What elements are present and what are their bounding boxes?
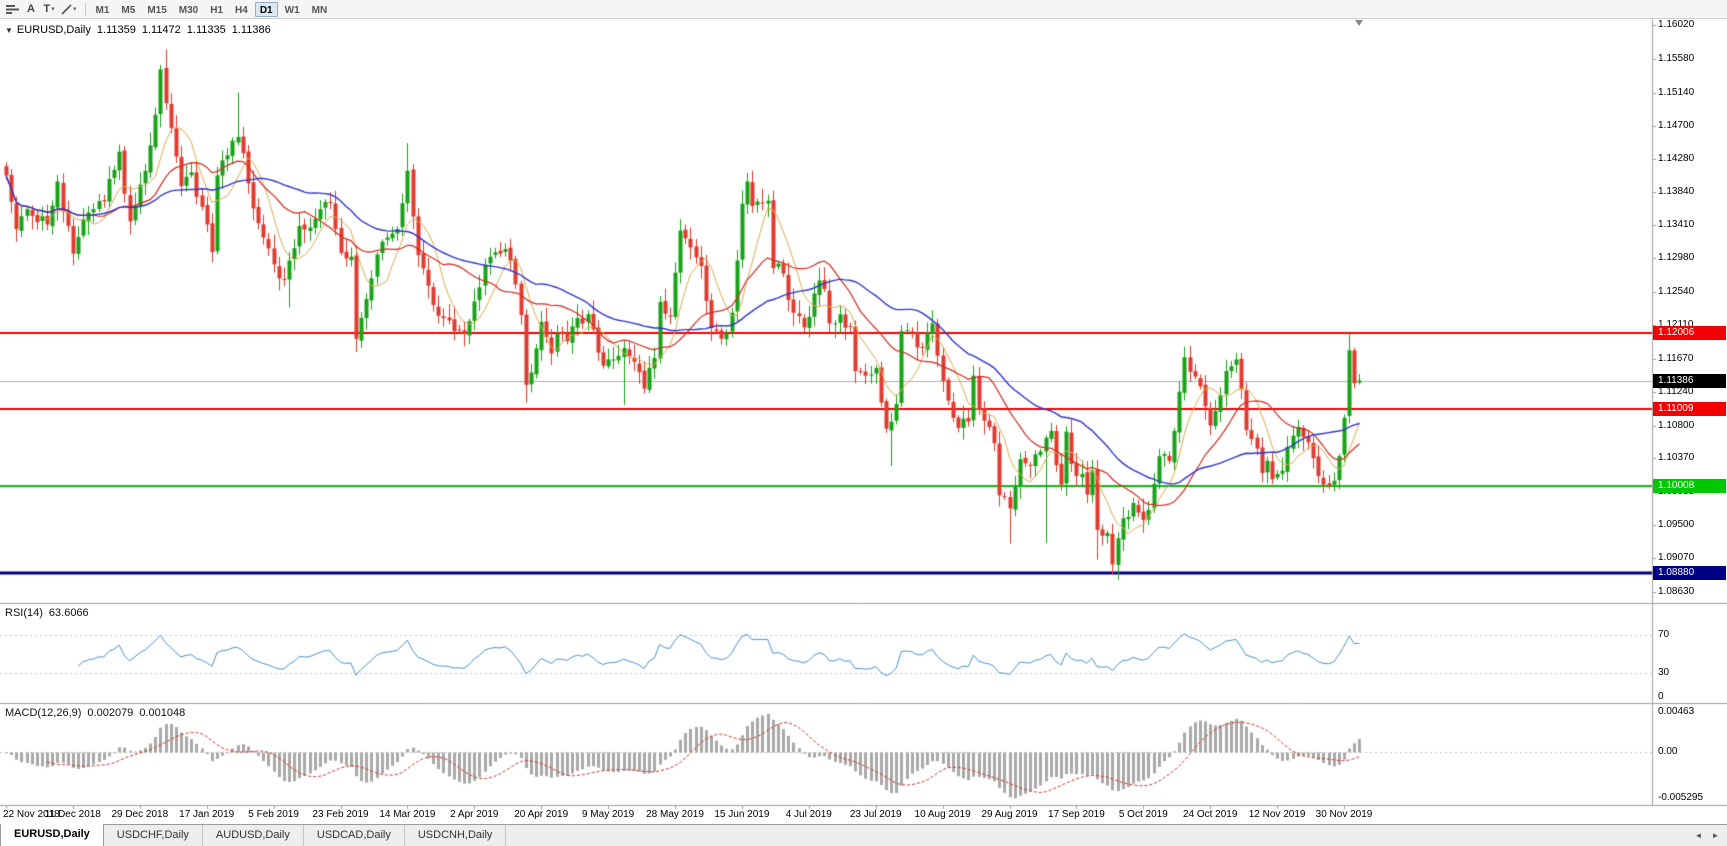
chevron-down-icon: ▾ (51, 6, 55, 13)
date-axis-label: 15 Jun 2019 (714, 809, 770, 820)
date-axis-label: 14 Mar 2019 (379, 809, 436, 820)
rsi-axis-label: 30 (1658, 666, 1670, 678)
chart-tabs-bar: EURUSD,Daily USDCHF,Daily AUDUSD,Daily USDC… (0, 824, 1727, 846)
current-price-badge: 1.11386 (1653, 373, 1726, 388)
toolbar-separator (84, 2, 86, 16)
price-axis-label: 1.13410 (1658, 219, 1695, 231)
price-axis-label: 1.14280 (1658, 152, 1695, 164)
macd-pane-label: MACD(12,26,9) 0.002079 0.001048 (5, 707, 185, 719)
timeframe-button-m30[interactable]: M30 (178, 4, 199, 16)
ohlc-close: 1.11386 (231, 24, 271, 36)
chart-title: ▼ EURUSD,Daily 1.11359 1.11472 1.11335 1.1138… (5, 24, 271, 36)
timeframe-button-m1[interactable]: M1 (95, 4, 110, 16)
date-axis-label: 5 Oct 2019 (1118, 809, 1168, 820)
tab-scroll-buttons: ◄ ► (1690, 825, 1727, 846)
tab-scroll-left-icon[interactable]: ◄ (1694, 830, 1703, 840)
date-axis-label: 5 Feb 2019 (248, 809, 299, 820)
timeframe-button-m5[interactable]: M5 (121, 4, 136, 16)
timeframe-button-mn[interactable]: MN (311, 4, 328, 16)
date-axis-label: 2 Apr 2019 (450, 809, 499, 820)
rsi-pane-label: RSI(14) 63.6066 (5, 607, 89, 619)
macd-axis-label: -0.005295 (1658, 792, 1704, 803)
price-axis-label: 1.16020 (1658, 19, 1695, 30)
text-tool[interactable]: T ▾ (40, 1, 58, 18)
date-axis-label: 4 Jul 2019 (785, 809, 832, 820)
support-green-price-badge: 1.10008 (1653, 479, 1726, 494)
text-label-tool[interactable]: A (27, 3, 35, 15)
price-axis-label: 1.09070 (1658, 552, 1695, 564)
tab-scroll-right-icon[interactable]: ► (1711, 830, 1720, 840)
date-axis-label: 20 Apr 2019 (514, 809, 569, 820)
tab-usdcnh[interactable]: USDCNH,Daily (405, 825, 507, 846)
price-axis-label: 1.11670 (1658, 352, 1694, 364)
chart-shift-marker[interactable] (1355, 20, 1364, 26)
macd-axis-label: 0.00463 (1658, 706, 1695, 717)
tab-usdchf[interactable]: USDCHF,Daily (104, 825, 203, 846)
date-axis-label: 23 Jul 2019 (849, 809, 902, 820)
chart-toolbar: A T ▾ ▾ M1 M5 M15 M30 H1 H4 D1 W1 MN (0, 0, 1727, 19)
date-axis-label: 30 Nov 2019 (1315, 809, 1373, 820)
rsi-value: 63.6066 (48, 607, 89, 619)
date-axis-label: 24 Oct 2019 (1182, 809, 1238, 820)
macd-indicator-name: MACD(12,26,9) (5, 707, 82, 719)
price-axis-label: 1.10370 (1658, 452, 1695, 464)
timeframe-button-h4[interactable]: H4 (235, 4, 248, 16)
price-axis-label: 1.12540 (1658, 286, 1695, 297)
timeframe-button-d1[interactable]: D1 (254, 1, 278, 17)
date-axis-label: 11 Dec 2018 (44, 809, 101, 820)
price-axis-label: 1.12110 (1658, 318, 1694, 330)
text-tool-glyph: T (43, 3, 51, 15)
trendline-icon (61, 3, 72, 15)
price-axis-label: 1.15140 (1658, 86, 1695, 98)
date-axis-label: 9 May 2019 (581, 809, 635, 820)
date-axis-label: 12 Nov 2019 (1248, 809, 1306, 820)
ohlc-open: 1.11359 (96, 24, 136, 36)
tab-eurusd[interactable]: EURUSD,Daily (0, 824, 104, 846)
resistance-upper-price-badge: 1.12006 (1653, 325, 1726, 340)
price-axis-label: 1.12980 (1658, 252, 1695, 264)
timeframe-button-w1[interactable]: W1 (284, 4, 300, 16)
chart-list-icon[interactable] (3, 1, 22, 18)
tab-audusd[interactable]: AUDUSD,Daily (203, 825, 304, 846)
macd-signal-value: 0.001048 (139, 707, 186, 719)
chevron-down-icon: ▾ (73, 6, 77, 13)
list-lines-icon (6, 4, 19, 14)
date-axis-label: 10 Aug 2019 (914, 809, 971, 820)
macd-main-value: 0.002079 (87, 707, 134, 719)
price-axis-label: 1.15580 (1658, 52, 1695, 64)
one-click-trading-toggle[interactable]: ▼ (5, 26, 13, 35)
macd-axis-label: 0.00 (1658, 746, 1678, 758)
price-axis-label: 1.09500 (1658, 519, 1695, 531)
date-axis-label: 29 Dec 2018 (111, 809, 169, 820)
tab-usdcad[interactable]: USDCAD,Daily (304, 825, 405, 846)
date-axis-label: 22 Nov 2018 (3, 809, 60, 820)
date-axis-label: 17 Sep 2019 (1048, 809, 1105, 820)
ohlc-high: 1.11472 (141, 24, 181, 36)
date-axis-label: 29 Aug 2019 (981, 809, 1038, 820)
date-axis-label: 17 Jan 2019 (179, 809, 235, 820)
price-axis-label: 1.08630 (1658, 586, 1695, 597)
price-axis-label: 1.11240 (1658, 385, 1694, 397)
chart-symbol-label: EURUSD,Daily (16, 24, 91, 36)
price-axis-label: 1.14700 (1658, 120, 1695, 132)
draw-tools-icon[interactable]: ▾ (58, 1, 80, 18)
chart-tabs: EURUSD,Daily USDCHF,Daily AUDUSD,Daily USDC… (0, 824, 507, 846)
price-axis-label: 1.13840 (1658, 186, 1695, 198)
rsi-axis-label: 70 (1658, 628, 1670, 640)
rsi-indicator-name: RSI(14) (5, 607, 43, 619)
date-axis-label: 23 Feb 2019 (312, 809, 369, 820)
timeframe-button-h1[interactable]: H1 (210, 4, 224, 16)
resistance-lower-price-badge: 1.11009 (1653, 402, 1726, 417)
timeframe-buttons: M1 M5 M15 M30 H1 H4 D1 W1 MN (91, 1, 333, 17)
date-axis-label: 28 May 2019 (646, 809, 704, 820)
rsi-axis-label: 0 (1658, 691, 1664, 702)
support-navy-price-badge: 1.08880 (1653, 565, 1726, 580)
ohlc-low: 1.11335 (186, 24, 226, 36)
price-axis-label: 1.10800 (1658, 419, 1695, 431)
timeframe-button-m15[interactable]: M15 (147, 4, 167, 16)
